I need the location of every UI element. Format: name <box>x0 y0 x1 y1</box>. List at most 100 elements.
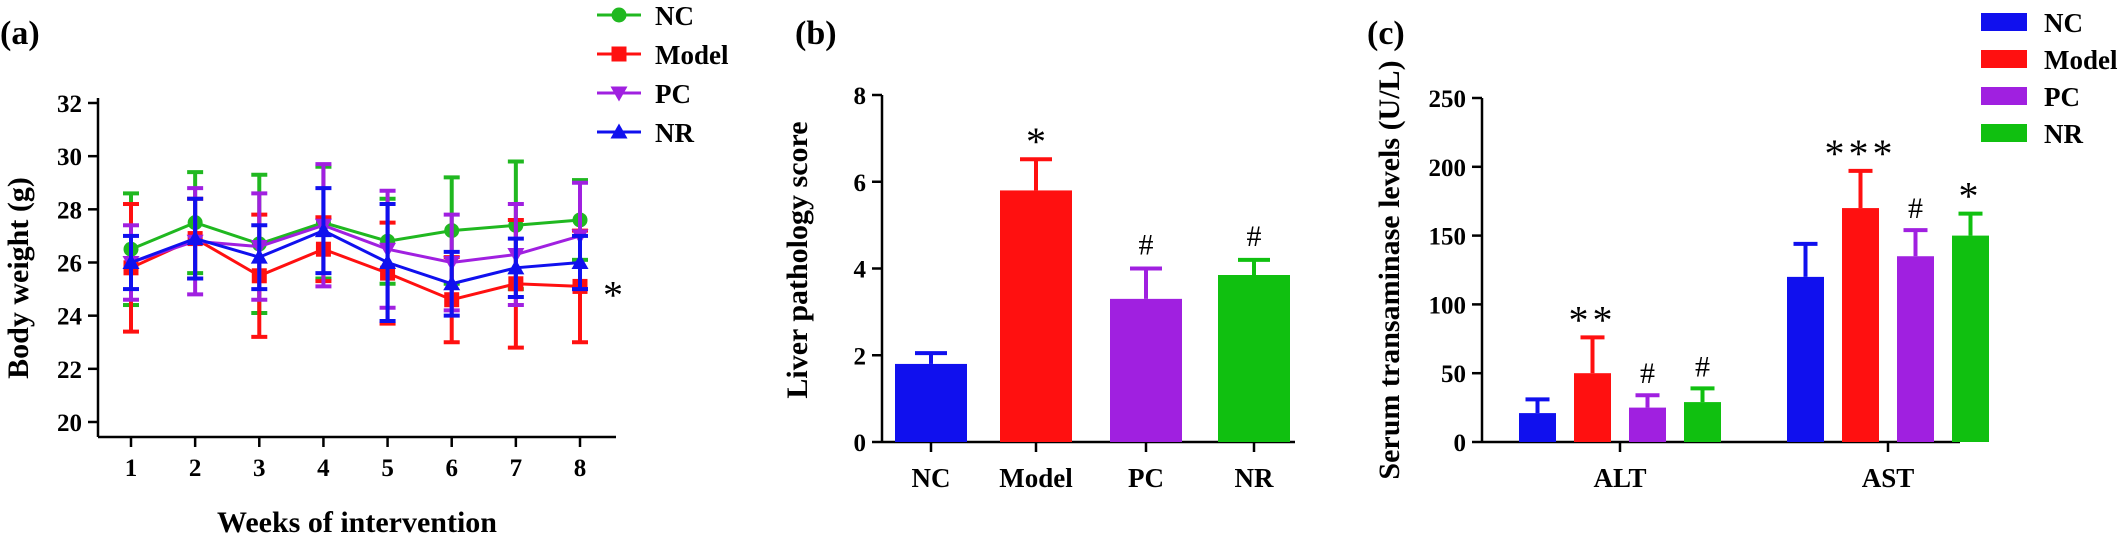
panel-a-xtick-label: 4 <box>317 455 330 482</box>
panel-c-ylabel: Serum transaminase levels (U/L) <box>1373 60 1406 479</box>
data-point <box>186 230 204 246</box>
panel-c-ytick-label: 250 <box>1429 86 1467 113</box>
bar-group-alt: ** # # ALT <box>1519 297 1721 493</box>
bar <box>1897 256 1934 442</box>
legend-label: NR <box>2044 119 2083 149</box>
panel-b-ylabel: Liver pathology score <box>781 121 814 398</box>
category-label: NC <box>912 463 951 493</box>
data-point <box>314 222 332 238</box>
panel-c-ytick-label: 100 <box>1429 292 1467 319</box>
panel-a-xtick-label: 2 <box>189 455 202 482</box>
legend-item-nr: NR <box>1981 119 2083 149</box>
legend-label: Model <box>2044 45 2118 75</box>
panel-a-ytick-label: 30 <box>57 144 82 171</box>
legend-item-pc: PC <box>597 79 691 109</box>
bar-group-ast: *** # * AST <box>1787 131 1989 493</box>
panel-c: (c) Serum transaminase levels (U/L) 0 50 1… <box>1367 8 2118 493</box>
panel-a-xlabel: Weeks of intervention <box>217 506 497 536</box>
data-point <box>122 254 140 269</box>
bar-group-nr: NR # <box>1218 220 1290 493</box>
legend-item-model: Model <box>597 40 729 70</box>
panel-c-label: (c) <box>1367 15 1405 52</box>
bar-group-pc: PC # <box>1110 229 1182 493</box>
panel-b-ytick-label: 8 <box>854 83 867 110</box>
bar <box>1000 190 1072 442</box>
panel-a-ytick-label: 22 <box>57 357 82 384</box>
bar <box>1519 413 1556 442</box>
panel-b-ytick-label: 2 <box>854 343 867 370</box>
bar <box>1218 275 1290 442</box>
legend-label: PC <box>2044 82 2080 112</box>
panel-b-label: (b) <box>795 15 837 52</box>
legend-label: NC <box>655 1 694 31</box>
bar <box>1629 407 1666 442</box>
significance-marker: *** <box>1825 131 1897 176</box>
bar <box>895 363 967 442</box>
category-label: Model <box>999 463 1073 493</box>
panel-c-ytick-label: 150 <box>1429 224 1467 251</box>
bar-group-model: Model * <box>999 119 1073 493</box>
significance-marker: * <box>1959 174 1983 219</box>
panel-a-xtick-label: 7 <box>510 455 523 482</box>
data-point <box>379 254 397 269</box>
panel-a-xtick-label: 1 <box>125 455 138 482</box>
legend-swatch <box>1981 50 2027 68</box>
panel-c-ytick-label: 50 <box>1441 361 1466 388</box>
category-label: ALT <box>1593 463 1646 493</box>
panel-b-ytick-label: 6 <box>854 170 867 197</box>
bar <box>1574 373 1611 442</box>
panel-a-label: (a) <box>0 15 40 52</box>
legend-item-pc: PC <box>1981 82 2080 112</box>
series-line <box>130 236 581 302</box>
panel-a-ytick-label: 24 <box>57 304 83 331</box>
significance-marker: # <box>1695 350 1710 383</box>
bar <box>1842 208 1879 442</box>
panel-c-ytick-label: 200 <box>1429 155 1467 182</box>
legend-label: Model <box>655 40 729 70</box>
significance-marker: * <box>1026 119 1046 164</box>
data-point <box>250 248 268 264</box>
data-point <box>571 254 589 269</box>
series-line <box>130 218 581 251</box>
legend-item-nr: NR <box>597 118 694 148</box>
legend-marker <box>610 123 628 139</box>
panel-a-ylabel: Body weight (g) <box>2 177 35 379</box>
legend-item-model: Model <box>1981 45 2118 75</box>
significance-marker: # <box>1247 220 1262 253</box>
legend-item-nc: NC <box>1981 8 2083 38</box>
bar <box>1787 276 1824 442</box>
legend-label: PC <box>655 79 691 109</box>
panel-a-ytick-label: 28 <box>57 197 82 224</box>
legend-marker <box>610 86 628 102</box>
legend-swatch <box>1981 124 2027 142</box>
significance-marker: # <box>1640 357 1655 390</box>
panel-b-ytick-label: 0 <box>854 430 867 457</box>
series-nr <box>122 186 589 323</box>
significance-marker: # <box>1139 229 1154 262</box>
panel-a-ytick-label: 26 <box>57 251 82 278</box>
legend-marker <box>611 7 627 23</box>
panel-a-xtick-label: 6 <box>445 455 458 482</box>
panel-a-xtick-label: 8 <box>574 455 587 482</box>
significance-star: * <box>603 272 623 317</box>
legend-item-nc: NC <box>597 1 694 31</box>
panel-a-xtick-label: 3 <box>253 455 266 482</box>
series-line <box>130 228 581 286</box>
panel-a: (a) Body weight (g) Weeks of interventio… <box>0 1 729 536</box>
category-label: NR <box>1235 463 1274 493</box>
panel-c-ytick-label: 0 <box>1454 430 1467 457</box>
legend-marker <box>611 46 627 62</box>
panel-a-ytick-label: 20 <box>57 410 82 437</box>
bar <box>1684 402 1721 442</box>
legend-swatch <box>1981 87 2027 105</box>
panel-b: (b) Liver pathology score 0 2 4 6 8 NC Model *… <box>781 15 1295 493</box>
significance-marker: ** <box>1569 297 1617 342</box>
data-point <box>507 259 525 275</box>
panel-a-ytick-label: 32 <box>57 91 82 118</box>
bar <box>1110 298 1182 442</box>
legend-label: NR <box>655 118 694 148</box>
bar-group-nc: NC <box>895 351 967 493</box>
category-label: PC <box>1128 463 1164 493</box>
bar <box>1952 235 1989 442</box>
